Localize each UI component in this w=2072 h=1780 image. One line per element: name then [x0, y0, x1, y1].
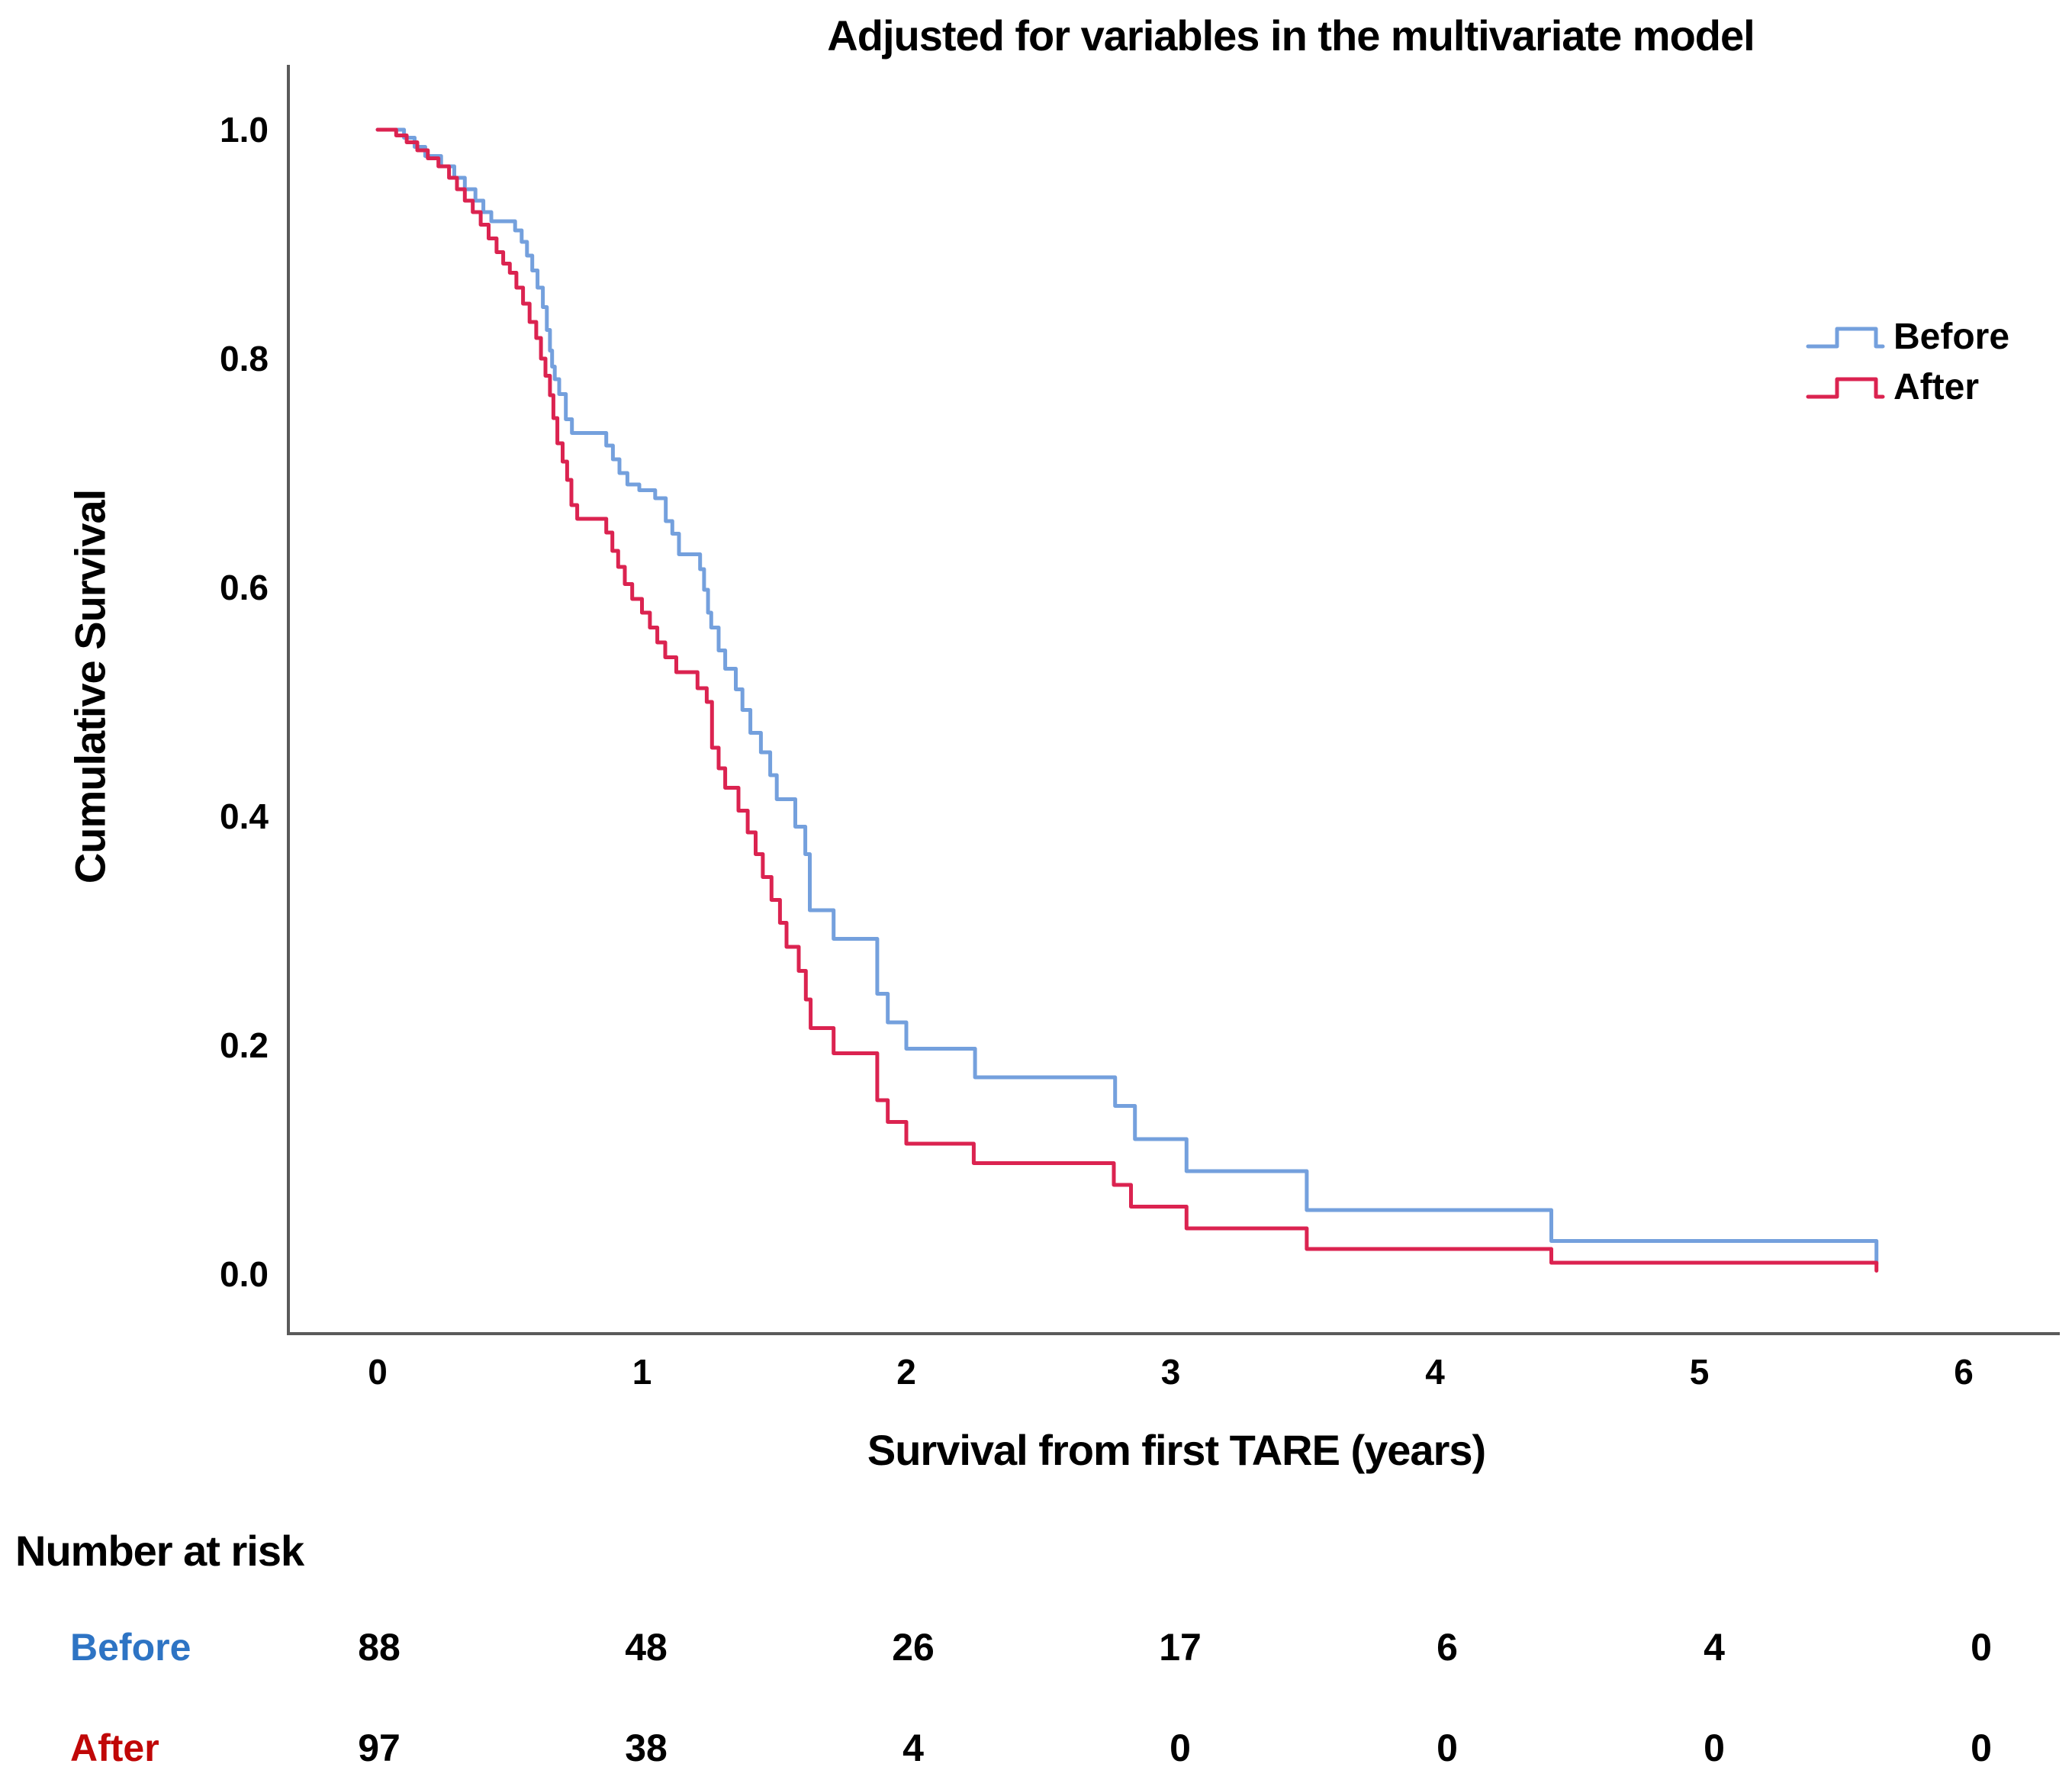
risk-value-before-t0: 88 [358, 1626, 401, 1669]
legend-item-before: Before [1805, 311, 2009, 362]
y-tick-label-0.8: 0.8 [220, 339, 269, 378]
risk-value-before-t1: 48 [625, 1626, 668, 1669]
risk-row-label-before: Before [70, 1626, 191, 1669]
risk-value-after-t5: 0 [1704, 1727, 1725, 1769]
risk-table-header: Number at risk [15, 1527, 304, 1575]
legend-step-line-icon [1806, 327, 1885, 349]
y-tick-label-0.4: 0.4 [220, 797, 269, 836]
risk-value-before-t6: 0 [1971, 1626, 1992, 1669]
legend-label: Before [1893, 316, 2010, 357]
legend-step-line-icon [1806, 377, 1885, 399]
x-tick-label-6: 6 [1954, 1352, 1974, 1392]
x-tick-label-5: 5 [1689, 1352, 1710, 1392]
x-tick-label-1: 1 [632, 1352, 652, 1392]
y-tick-label-0.2: 0.2 [220, 1025, 269, 1065]
risk-value-after-t4: 0 [1437, 1727, 1458, 1769]
legend-label: After [1893, 366, 1980, 407]
series-curve-before [375, 127, 1879, 1266]
risk-value-before-t3: 17 [1159, 1626, 1202, 1669]
series-curve-after [375, 127, 1879, 1273]
y-tick-label-0.6: 0.6 [220, 568, 269, 607]
risk-value-after-t3: 0 [1170, 1727, 1191, 1769]
risk-value-after-t1: 38 [625, 1727, 668, 1769]
x-tick-label-2: 2 [896, 1352, 916, 1392]
y-tick-label-0.0: 0.0 [220, 1254, 269, 1294]
x-tick-label-4: 4 [1425, 1352, 1445, 1392]
risk-value-before-t2: 26 [892, 1626, 935, 1669]
x-axis-title: Survival from first TARE (years) [867, 1426, 1486, 1474]
risk-value-after-t0: 97 [358, 1727, 401, 1769]
risk-value-after-t2: 4 [902, 1727, 924, 1769]
legend: Before After [1805, 311, 2009, 412]
risk-value-before-t5: 4 [1704, 1626, 1725, 1669]
x-tick-label-3: 3 [1160, 1352, 1181, 1392]
risk-value-after-t6: 0 [1971, 1727, 1992, 1769]
y-tick-label-1.0: 1.0 [220, 110, 269, 150]
legend-item-after: After [1805, 362, 2009, 412]
chart-title: Adjusted for variables in the multivaria… [827, 11, 1755, 60]
x-tick-label-0: 0 [368, 1352, 388, 1392]
risk-value-before-t4: 6 [1437, 1626, 1458, 1669]
risk-row-label-after: After [70, 1727, 159, 1769]
